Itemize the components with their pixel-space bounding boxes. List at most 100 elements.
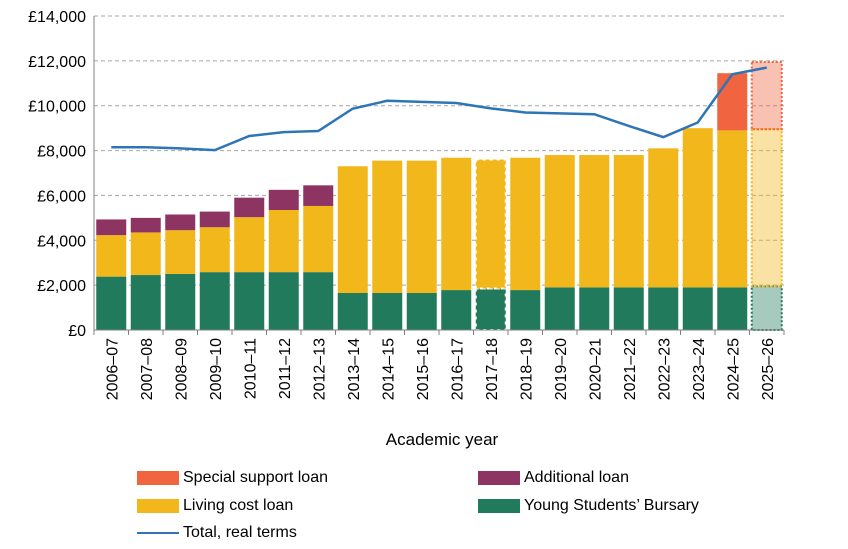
bar-segment	[406, 160, 437, 293]
bar-segment	[130, 217, 161, 233]
bar-segment	[372, 160, 403, 293]
y-tick-label: £14,000	[28, 9, 86, 26]
y-axis-tick-labels: £0 £2,000 £4,000 £6,000 £8,000 £10,000 £12,000…	[28, 9, 86, 340]
x-axis-tick-labels: 2006–07 2007–08 2008–09 2009–10 2010–11 2011–…	[93, 330, 785, 400]
bar-segment	[337, 292, 368, 330]
x-tick-label: 2007–08	[139, 338, 156, 400]
legend-label: Additional loan	[524, 469, 629, 486]
total-real-terms-line	[111, 66, 767, 152]
x-tick-label: 2013–14	[346, 338, 363, 400]
bar-segment	[96, 235, 127, 277]
bar-segment	[750, 128, 783, 288]
bar-segment	[717, 130, 748, 288]
legend-label: Special support loan	[183, 469, 328, 486]
bar-segment	[544, 155, 575, 288]
bar-segment	[510, 290, 541, 330]
legend-item-special-support-loan: Special support loan	[137, 469, 328, 487]
legend-swatch	[478, 499, 520, 513]
bar-segment	[682, 287, 713, 330]
bar-segment	[199, 227, 230, 273]
bar-segment	[199, 211, 230, 228]
bars	[96, 60, 783, 331]
x-tick-label: 2017–18	[484, 338, 501, 400]
bar-segment	[234, 272, 265, 330]
y-tick-label: £10,000	[28, 99, 86, 116]
y-tick-label: £0	[68, 323, 86, 340]
bar-segment	[372, 292, 403, 330]
bar-segment	[165, 214, 196, 231]
bar-segment	[130, 232, 161, 276]
legend: Special support loan Additional loan Liv…	[0, 462, 848, 549]
legend-label: Young Students’ Bursary	[524, 497, 699, 514]
x-axis-label: Academic year	[386, 430, 499, 449]
bar-segment	[579, 155, 610, 288]
x-tick-label: 2020–21	[587, 338, 604, 400]
x-tick-label: 2006–07	[104, 338, 121, 400]
legend-swatch	[137, 471, 179, 485]
y-tick-label: £12,000	[28, 54, 86, 71]
y-tick-label: £8,000	[37, 144, 86, 161]
gridlines	[94, 15, 784, 286]
bar-segment	[441, 157, 472, 291]
bar-segment	[406, 292, 437, 330]
legend-item-total-real-terms: Total, real terms	[137, 524, 297, 542]
bar-segment	[199, 272, 230, 330]
x-tick-label: 2022–23	[656, 338, 673, 400]
x-tick-label: 2015–16	[415, 338, 432, 400]
legend-item-young-students-bursary: Young Students’ Bursary	[478, 497, 699, 515]
bar-segment	[303, 185, 334, 206]
bar-segment	[474, 158, 507, 290]
y-tick-label: £6,000	[37, 188, 86, 205]
bar-segment	[303, 272, 334, 330]
bar-segment	[579, 287, 610, 330]
x-tick-label: 2014–15	[380, 338, 397, 400]
x-tick-label: 2016–17	[449, 338, 466, 400]
bar-segment	[717, 287, 748, 330]
bar-segment	[750, 60, 783, 131]
bar-segment	[750, 285, 783, 331]
legend-item-living-cost-loan: Living cost loan	[137, 497, 293, 515]
bar-segment	[234, 197, 265, 218]
legend-label: Total, real terms	[183, 524, 297, 541]
bar-segment	[474, 287, 507, 331]
x-tick-label: 2009–10	[208, 338, 225, 400]
legend-swatch	[478, 471, 520, 485]
bar-segment	[234, 217, 265, 273]
x-tick-label: 2025–26	[760, 338, 777, 400]
bar-segment	[613, 287, 644, 330]
bar-segment	[165, 230, 196, 274]
x-tick-label: 2010–11	[242, 338, 259, 399]
legend-line-swatch	[137, 532, 179, 534]
bar-segment	[717, 73, 748, 131]
bar-segment	[544, 287, 575, 330]
y-tick-label: £4,000	[37, 233, 86, 250]
x-tick-label: 2008–09	[173, 338, 190, 400]
legend-label: Living cost loan	[183, 497, 294, 514]
legend-swatch	[137, 499, 179, 513]
bar-segment	[648, 148, 679, 288]
stacked-bar-chart: £0 £2,000 £4,000 £6,000 £8,000 £10,000 £12,000…	[28, 9, 785, 449]
bar-segment	[303, 205, 334, 273]
bar-segment	[130, 275, 161, 330]
axes	[93, 16, 784, 331]
total-line	[111, 66, 767, 152]
bar-segment	[337, 166, 368, 293]
bar-segment	[268, 210, 299, 273]
bar-segment	[165, 273, 196, 330]
x-tick-label: 2023–24	[691, 338, 708, 400]
bar-segment	[682, 128, 713, 288]
bar-segment	[268, 189, 299, 211]
bar-segment	[268, 272, 299, 330]
x-tick-label: 2019–20	[553, 338, 570, 400]
bar-segment	[96, 276, 127, 330]
x-tick-label: 2021–22	[622, 338, 639, 400]
x-tick-label: 2018–19	[518, 338, 535, 400]
bar-segment	[510, 157, 541, 291]
x-tick-label: 2011–12	[277, 338, 294, 399]
bar-segment	[441, 290, 472, 330]
x-tick-label: 2012–13	[311, 338, 328, 400]
legend-item-additional-loan: Additional loan	[478, 469, 629, 487]
bar-segment	[96, 219, 127, 236]
x-tick-label: 2024–25	[725, 338, 742, 400]
y-tick-label: £2,000	[37, 278, 86, 295]
